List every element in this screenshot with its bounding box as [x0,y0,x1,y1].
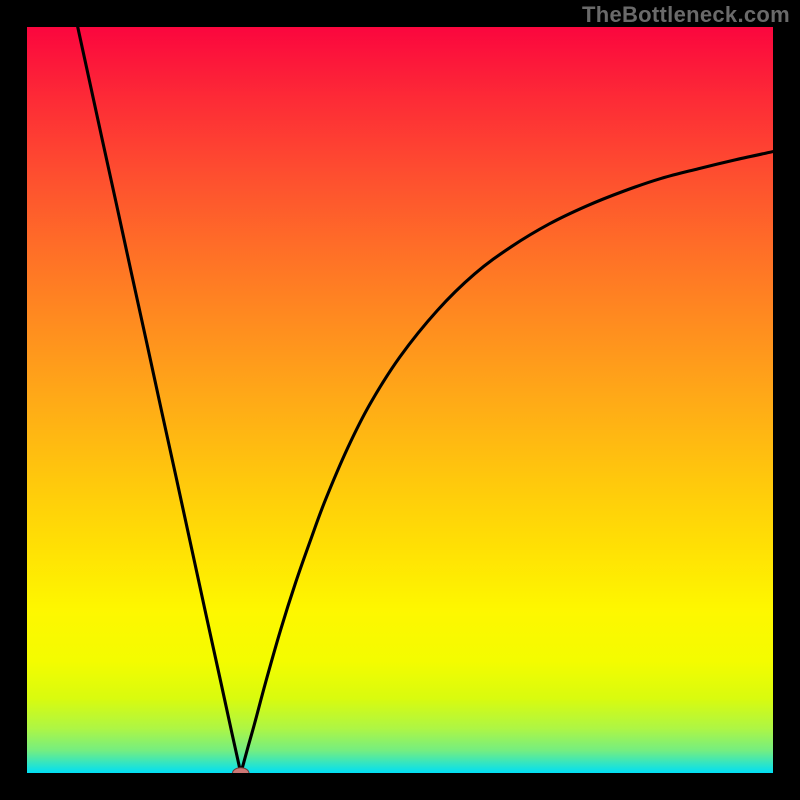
plot-background [27,27,773,773]
chart-container: TheBottleneck.com [0,0,800,800]
watermark-text: TheBottleneck.com [582,2,790,28]
bottleneck-chart [0,0,800,800]
